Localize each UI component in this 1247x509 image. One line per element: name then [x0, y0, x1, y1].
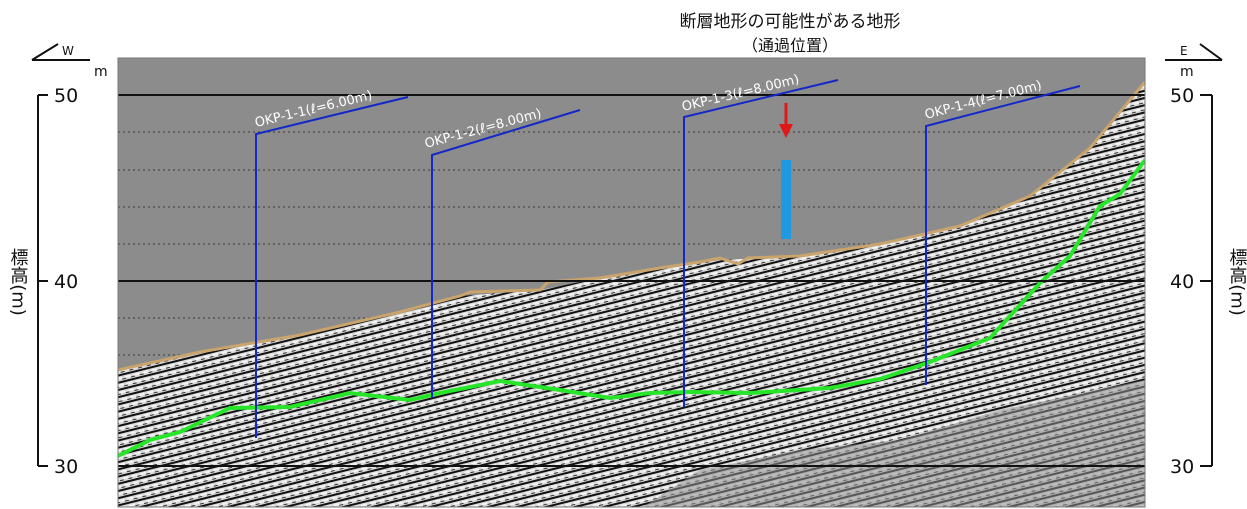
ground-surface-line: [118, 81, 1145, 372]
right-unit-label: m: [1180, 64, 1194, 80]
fault-arrow-icon: [779, 103, 793, 138]
right-elevation-axis: 50 40 30 標高(m): [1170, 85, 1247, 478]
figure-subtitle: （通過位置）: [742, 36, 838, 55]
right-axis-title: 標高(m): [1227, 248, 1247, 316]
figure-title: 断層地形の可能性がある地形: [680, 12, 901, 32]
radar-profile-panel: OKP-1-1(ℓ=6.00m) OKP-1-2(ℓ=8.00m) OKP-1-…: [118, 58, 1145, 507]
east-indicator: E m: [1165, 43, 1223, 80]
left-elevation-axis: 50 40 30 標高(m): [6, 85, 78, 478]
east-label: E: [1180, 44, 1188, 58]
left-tick-40: 40: [54, 271, 78, 293]
left-axis-title: 標高(m): [8, 248, 29, 316]
west-label: W: [62, 44, 74, 58]
radar-reflection-texture: [118, 82, 1145, 507]
left-unit-label: m: [94, 64, 108, 80]
fault-marker-bar: [781, 160, 791, 239]
west-indicator: W m: [31, 43, 108, 80]
left-tick-50: 50: [54, 85, 78, 107]
right-tick-40: 40: [1170, 271, 1194, 293]
right-tick-30: 30: [1170, 456, 1194, 478]
right-tick-50: 50: [1170, 85, 1194, 107]
reflector-boundary-line: [118, 158, 1145, 458]
left-tick-30: 30: [54, 456, 78, 478]
